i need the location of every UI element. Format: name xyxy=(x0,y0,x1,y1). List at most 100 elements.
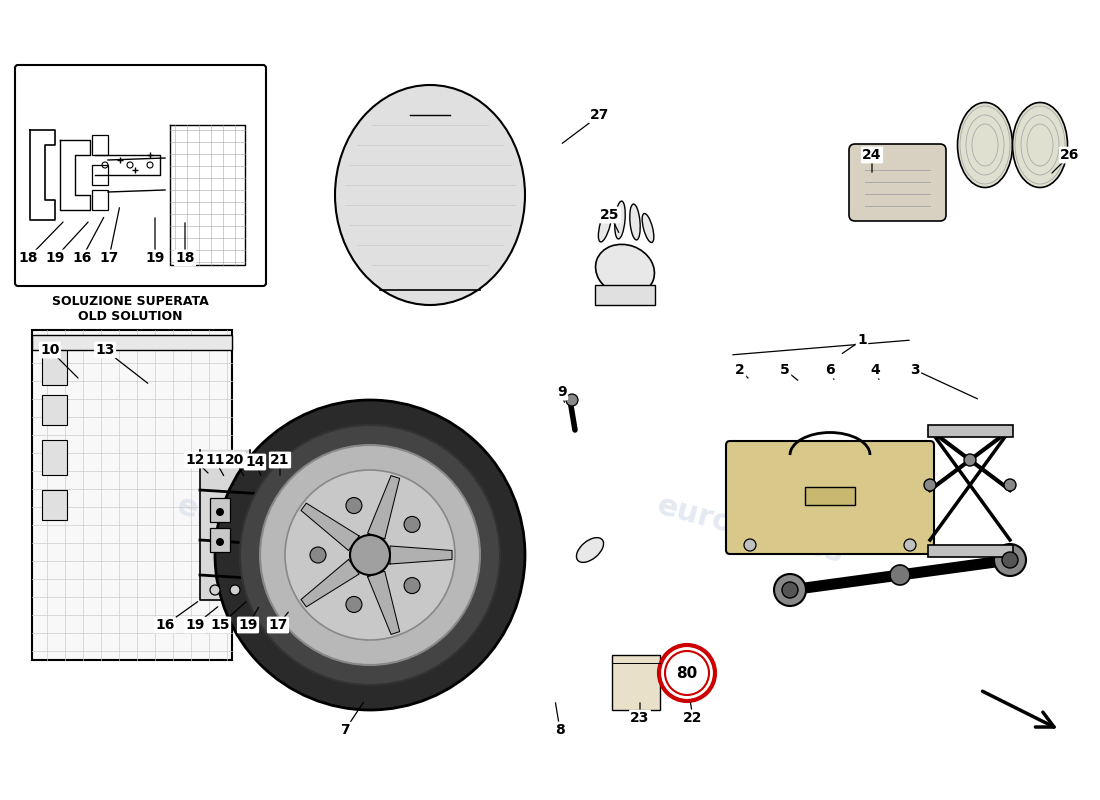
Text: 18: 18 xyxy=(19,251,37,265)
Bar xyxy=(612,655,660,710)
Circle shape xyxy=(1004,479,1016,491)
Bar xyxy=(928,425,1013,437)
Text: 80: 80 xyxy=(676,666,697,681)
Text: 19: 19 xyxy=(239,618,257,632)
Text: 26: 26 xyxy=(1060,148,1080,162)
Text: 19: 19 xyxy=(145,251,165,265)
Text: 3: 3 xyxy=(910,363,920,377)
Circle shape xyxy=(240,425,501,685)
Text: 24: 24 xyxy=(862,148,882,162)
Text: 15: 15 xyxy=(210,618,230,632)
Circle shape xyxy=(924,479,936,491)
Bar xyxy=(595,285,654,305)
FancyBboxPatch shape xyxy=(32,335,232,350)
Bar xyxy=(805,487,855,505)
Text: 4: 4 xyxy=(870,363,880,377)
Text: 5: 5 xyxy=(780,363,790,377)
Circle shape xyxy=(782,582,797,598)
Bar xyxy=(210,528,230,552)
Polygon shape xyxy=(301,559,359,607)
Bar xyxy=(32,330,232,660)
Circle shape xyxy=(1002,552,1018,568)
Circle shape xyxy=(744,539,756,551)
Circle shape xyxy=(260,445,480,665)
Text: 13: 13 xyxy=(96,343,114,357)
Ellipse shape xyxy=(957,102,1012,187)
Bar xyxy=(210,498,230,522)
FancyBboxPatch shape xyxy=(726,441,934,554)
FancyBboxPatch shape xyxy=(849,144,946,221)
Text: 23: 23 xyxy=(630,711,650,725)
Text: 6: 6 xyxy=(825,363,835,377)
Circle shape xyxy=(216,538,224,546)
Circle shape xyxy=(345,597,362,613)
Text: 10: 10 xyxy=(41,343,59,357)
FancyBboxPatch shape xyxy=(15,65,266,286)
Circle shape xyxy=(994,544,1026,576)
Text: 25: 25 xyxy=(601,208,619,222)
Circle shape xyxy=(404,578,420,594)
Text: OLD SOLUTION: OLD SOLUTION xyxy=(78,310,183,323)
Text: 21: 21 xyxy=(271,453,289,467)
Ellipse shape xyxy=(336,85,525,305)
Polygon shape xyxy=(367,476,399,538)
Text: 12: 12 xyxy=(185,453,205,467)
Text: 8: 8 xyxy=(556,723,565,737)
Text: 14: 14 xyxy=(245,455,265,469)
Text: eurospares: eurospares xyxy=(174,491,366,569)
Ellipse shape xyxy=(615,201,625,239)
Text: 18: 18 xyxy=(175,251,195,265)
Ellipse shape xyxy=(642,214,653,242)
Circle shape xyxy=(214,400,525,710)
Bar xyxy=(92,165,108,185)
Text: 27: 27 xyxy=(591,108,609,122)
Circle shape xyxy=(904,539,916,551)
Circle shape xyxy=(230,585,240,595)
Text: 1: 1 xyxy=(857,333,867,347)
Text: eurospares: eurospares xyxy=(653,491,847,569)
Text: 9: 9 xyxy=(558,385,566,399)
Circle shape xyxy=(345,498,362,514)
Circle shape xyxy=(404,517,420,533)
Ellipse shape xyxy=(595,244,654,296)
Bar xyxy=(92,135,108,155)
Ellipse shape xyxy=(1012,102,1067,187)
Circle shape xyxy=(285,470,455,640)
Polygon shape xyxy=(367,571,399,634)
Text: 22: 22 xyxy=(683,711,703,725)
Text: 19: 19 xyxy=(185,618,205,632)
Text: 2: 2 xyxy=(735,363,745,377)
Text: 16: 16 xyxy=(73,251,91,265)
Circle shape xyxy=(566,394,578,406)
Polygon shape xyxy=(301,503,359,550)
Ellipse shape xyxy=(576,538,604,562)
Circle shape xyxy=(210,585,220,595)
Bar xyxy=(42,395,67,425)
Circle shape xyxy=(216,508,224,516)
Text: 16: 16 xyxy=(155,618,175,632)
Circle shape xyxy=(210,455,220,465)
Circle shape xyxy=(774,574,806,606)
Ellipse shape xyxy=(630,204,640,240)
Text: 19: 19 xyxy=(45,251,65,265)
Ellipse shape xyxy=(598,208,612,242)
Circle shape xyxy=(890,565,910,585)
Circle shape xyxy=(230,455,240,465)
Polygon shape xyxy=(390,546,452,564)
Circle shape xyxy=(310,547,326,563)
Text: SOLUZIONE SUPERATA: SOLUZIONE SUPERATA xyxy=(52,295,208,308)
Circle shape xyxy=(350,535,390,575)
Text: 17: 17 xyxy=(99,251,119,265)
Polygon shape xyxy=(200,450,250,600)
Text: 7: 7 xyxy=(340,723,350,737)
Bar xyxy=(42,440,67,475)
Bar xyxy=(928,545,1013,557)
Text: 20: 20 xyxy=(226,453,244,467)
Circle shape xyxy=(659,645,715,701)
Bar xyxy=(42,490,67,520)
Circle shape xyxy=(964,454,976,466)
Text: 11: 11 xyxy=(206,453,224,467)
Text: 17: 17 xyxy=(268,618,288,632)
Bar xyxy=(42,345,67,385)
Bar xyxy=(92,190,108,210)
